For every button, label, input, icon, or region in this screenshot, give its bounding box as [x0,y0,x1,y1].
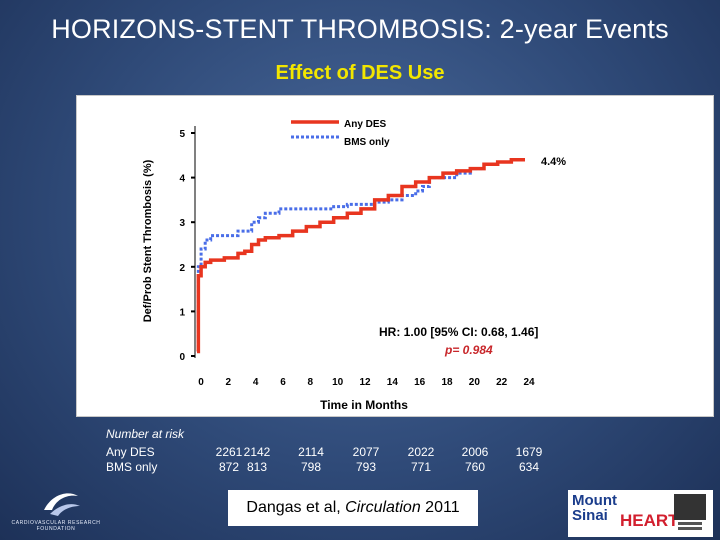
x-tick-label: 22 [496,377,508,388]
risk-table-title: Number at risk [106,427,185,441]
p-value-text: p= 0.984 [444,343,493,357]
chart-panel: Def/Prob Stent Thrombosis (%) Time in Mo… [76,95,714,417]
crest-icon [674,494,706,530]
logo-heart: HEART [620,511,679,530]
x-tick-label: 14 [387,377,399,388]
risk-value-cell: 760 [464,460,486,474]
y-tick-label: 0 [179,352,185,363]
x-tick-label: 6 [280,377,286,388]
citation-journal: Circulation [345,499,421,516]
x-tick-label: 24 [523,377,535,388]
x-tick-label: 16 [414,377,426,388]
slide-subtitle: Effect of DES Use [275,62,445,84]
y-axis-label: Def/Prob Stent Thrombosis (%) [142,159,154,322]
risk-value-cell: 2114 [298,445,324,459]
x-tick-label: 10 [332,377,344,388]
x-tick-label: 4 [253,377,259,388]
citation: Dangas et al, Circulation 2011 [228,490,478,526]
x-tick-label: 12 [359,377,371,388]
hazard-ratio-text: HR: 1.00 [95% CI: 0.68, 1.46] [379,325,538,339]
y-tick-label: 2 [179,263,185,274]
y-tick-label: 5 [179,129,185,140]
risk-value-cell: 2022 [407,445,435,459]
citation-year: 2011 [420,499,460,516]
risk-row-label-des: Any DES [106,445,155,459]
x-axis-label: Time in Months [320,398,408,412]
logo-mount: Mount [572,492,617,509]
risk-value-cell: 2006 [461,445,489,459]
y-tick-label: 1 [179,307,185,318]
number-at-risk-table: Number at risk Any DES BMS only 2261 2142… [106,425,626,485]
risk-value-cell: 798 [300,460,322,474]
x-tick-label: 2 [226,377,232,388]
x-tick-label: 8 [308,377,314,388]
risk-value-cell: 872 [218,460,240,474]
risk-value-cell: 634 [518,460,540,474]
crf-logo: CARDIOVASCULAR RESEARCH FOUNDATION [6,488,106,536]
risk-value-cell: 2077 [352,445,380,459]
risk-value-cell: 793 [355,460,377,474]
x-tick-label: 0 [198,377,204,388]
y-tick-label: 3 [179,218,185,229]
mount-sinai-heart-logo: Mount Sinai HEART [568,490,713,537]
slide-title: HORIZONS-STENT THROMBOSIS: 2-year Events [51,14,669,44]
x-tick-label: 18 [441,377,453,388]
risk-row-label-bms: BMS only [106,460,158,474]
km-chart: Def/Prob Stent Thrombosis (%) Time in Mo… [142,119,566,412]
risk-value-cell: 2142 [243,445,271,459]
crf-logo-text: CARDIOVASCULAR RESEARCH FOUNDATION [11,520,101,532]
logo-sinai: Sinai [572,507,608,524]
risk-value-cell: 771 [410,460,432,474]
x-tick-label: 20 [469,377,481,388]
series-bms-only-line [196,158,525,354]
citation-authors: Dangas et al, [246,499,346,516]
legend-label-bms-only: BMS only [344,137,390,148]
risk-value-cell: 813 [246,460,268,474]
risk-value-cell: 2261 [215,445,243,459]
end-value-label: 4.4% [541,156,566,168]
y-tick-label: 4 [179,174,185,185]
legend-label-any-des: Any DES [344,119,387,130]
risk-value-cell: 1679 [515,445,543,459]
crf-swoosh-icon [44,493,80,516]
series-any-des-line [196,158,525,354]
